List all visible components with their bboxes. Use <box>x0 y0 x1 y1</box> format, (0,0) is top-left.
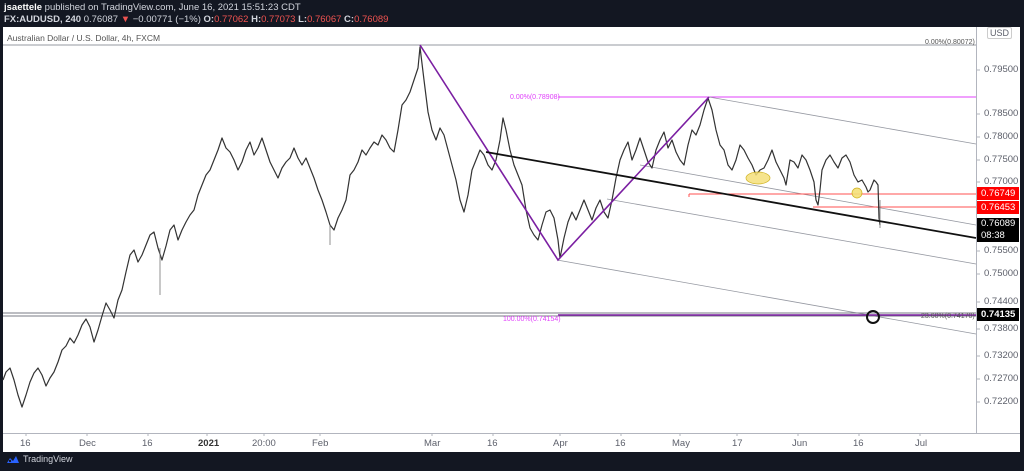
y-label: 0.73800 <box>984 323 1019 334</box>
price-tag-74135: 0.74135 <box>977 308 1019 321</box>
y-label: 0.79500 <box>984 64 1019 75</box>
x-label: May <box>672 438 690 449</box>
open-label: O: <box>203 14 215 25</box>
open-value: 0.77062 <box>214 14 249 25</box>
x-label: 2021 <box>198 438 220 449</box>
y-label: 0.78000 <box>984 131 1019 142</box>
x-label: Apr <box>553 438 568 449</box>
fib-label-top: 0.00%(0.80072) <box>925 39 975 46</box>
symbol-label: FX:AUDUSD, 240 <box>4 14 82 25</box>
highlight-ellipse <box>745 171 771 185</box>
quote-line: FX:AUDUSD, 240 0.76087 ▼ −0.00771 (−1%) … <box>4 14 388 25</box>
publisher-username[interactable]: jsaettele <box>4 2 43 13</box>
highlight-circle <box>851 187 863 199</box>
y-label: 0.77000 <box>984 176 1019 187</box>
brand-label: TradingView <box>23 454 73 464</box>
x-label: 16 <box>853 438 864 449</box>
y-label: 0.72700 <box>984 373 1019 384</box>
chart-title: Australian Dollar / U.S. Dollar, 4h, FXC… <box>7 33 161 43</box>
x-label: Dec <box>79 438 96 449</box>
fib-label-236: 23.60%(0.74170) <box>921 313 975 320</box>
high-label: H: <box>251 14 262 25</box>
price-tag-76749: 0.76749 <box>977 187 1019 200</box>
y-label: 0.73200 <box>984 350 1019 361</box>
x-label: 20:00 <box>252 438 276 449</box>
channel-lines <box>556 96 977 335</box>
trend-line <box>485 151 977 239</box>
publish-header: jsaettele published on TradingView.com, … <box>0 0 1024 27</box>
fib-label-100: 100.00%(0.74154) <box>503 316 561 323</box>
y-label: 0.75000 <box>984 268 1019 279</box>
y-label: 0.75500 <box>984 245 1019 256</box>
x-label: 16 <box>487 438 498 449</box>
price-change: −0.00771 (−1%) <box>132 14 201 25</box>
high-value: 0.77073 <box>261 14 296 25</box>
price-tag-76453: 0.76453 <box>977 201 1019 214</box>
chart-frame[interactable] <box>3 27 1020 452</box>
tradingview-logo-icon <box>7 455 19 463</box>
last-price: 0.76087 <box>83 14 119 25</box>
publisher-line: jsaettele published on TradingView.com, … <box>4 2 301 13</box>
fib-label-78908: 0.00%(0.78908) <box>510 94 560 101</box>
publish-info: published on TradingView.com, June 16, 2… <box>42 2 301 13</box>
down-arrow-icon: ▼ <box>120 14 131 25</box>
x-label: 17 <box>732 438 743 449</box>
bar-countdown: 08:38 <box>981 230 1005 241</box>
x-label: Feb <box>312 438 329 449</box>
x-label: 16 <box>615 438 626 449</box>
y-label: 0.77500 <box>984 154 1019 165</box>
x-label: 16 <box>142 438 153 449</box>
price-series <box>2 46 881 408</box>
currency-badge[interactable]: USD <box>987 27 1013 39</box>
target-circle-icon <box>866 310 880 324</box>
low-label: L: <box>298 14 308 25</box>
y-label: 0.74400 <box>984 296 1019 307</box>
abcd-pattern <box>419 44 710 262</box>
tradingview-branding[interactable]: TradingView <box>6 454 73 464</box>
x-label: 16 <box>20 438 31 449</box>
low-value: 0.76067 <box>307 14 342 25</box>
y-label: 0.72200 <box>984 396 1019 407</box>
last-price-tag: 0.76089 08:38 <box>977 218 1019 242</box>
last-price-value: 0.76089 <box>981 218 1016 229</box>
y-label: 0.78500 <box>984 108 1019 119</box>
x-label: Mar <box>424 438 441 449</box>
x-label: Jul <box>915 438 928 449</box>
x-label: Jun <box>792 438 808 449</box>
close-value: 0.76089 <box>354 14 389 25</box>
close-label: C: <box>344 14 355 25</box>
